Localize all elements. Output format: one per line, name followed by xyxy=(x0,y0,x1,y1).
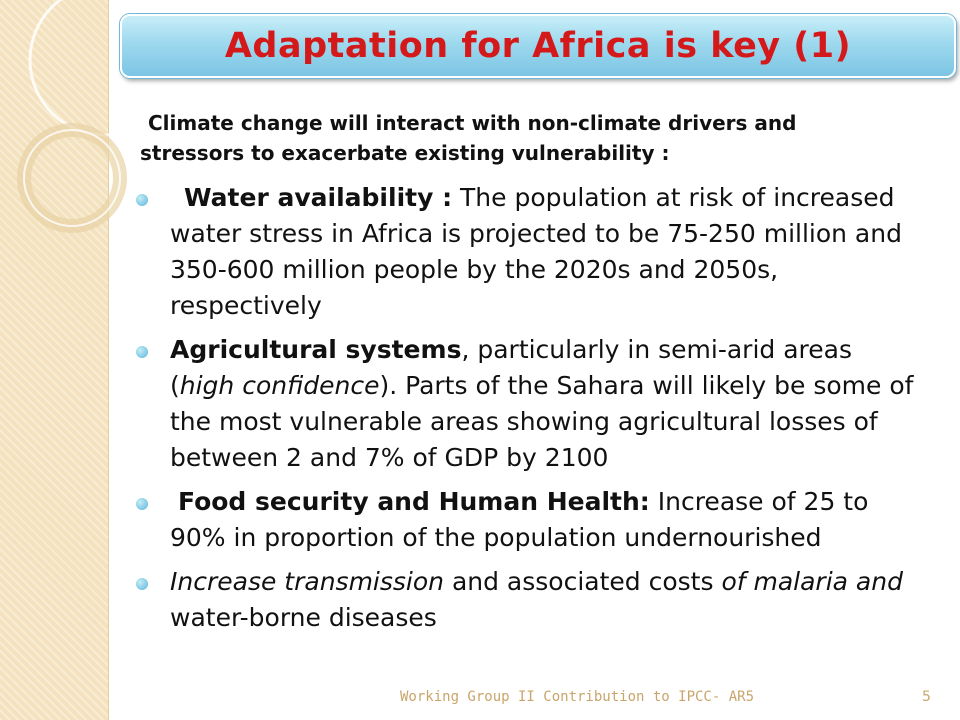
bullet-text: , particularly in semi-arid areas ( xyxy=(170,335,852,400)
bullet-lead: Water availability : xyxy=(184,183,453,212)
bullet-dot-icon xyxy=(136,194,148,206)
bullet-dot-icon xyxy=(136,498,148,510)
bullet-text: The population at risk of increased wate… xyxy=(170,183,902,320)
bullet-italic: Increase transmission xyxy=(170,567,444,596)
bullet-water-availability: Water availability : The population at r… xyxy=(130,180,920,324)
bullet-dot-icon xyxy=(136,346,148,358)
bullet-italic: of malaria and xyxy=(721,567,903,596)
bullet-text: and associated costs xyxy=(444,567,722,596)
bullet-text: water-borne diseases xyxy=(170,603,437,632)
page-number: 5 xyxy=(922,689,931,705)
bullet-italic: high confidence xyxy=(179,371,380,400)
bullet-agricultural-systems: Agricultural systems, particularly in se… xyxy=(130,332,920,476)
bullet-text: ). Parts of the Sahara will likely be so… xyxy=(170,371,914,472)
slide-title: Adaptation for Africa is key (1) xyxy=(224,26,852,66)
bullet-list: Water availability : The population at r… xyxy=(130,180,920,644)
bullet-text: Increase of 25 to 90% in proportion of t… xyxy=(170,487,869,552)
bullet-dot-icon xyxy=(136,578,148,590)
bullet-food-security: Food security and Human Health: Increase… xyxy=(130,484,920,556)
decorative-sidebar-stripe xyxy=(0,0,109,720)
footer-text: Working Group II Contribution to IPCC- A… xyxy=(400,689,755,705)
intro-text: Climate change will interact with non-cl… xyxy=(140,111,797,165)
bullet-lead: Food security and Human Health: xyxy=(178,487,650,516)
bullet-disease-transmission: Increase transmission and associated cos… xyxy=(130,564,920,636)
decorative-ring-medium-outline xyxy=(23,129,121,227)
bullet-lead: Agricultural systems xyxy=(170,335,462,364)
title-bar: Adaptation for Africa is key (1) xyxy=(120,14,956,78)
decorative-rings xyxy=(17,0,160,233)
